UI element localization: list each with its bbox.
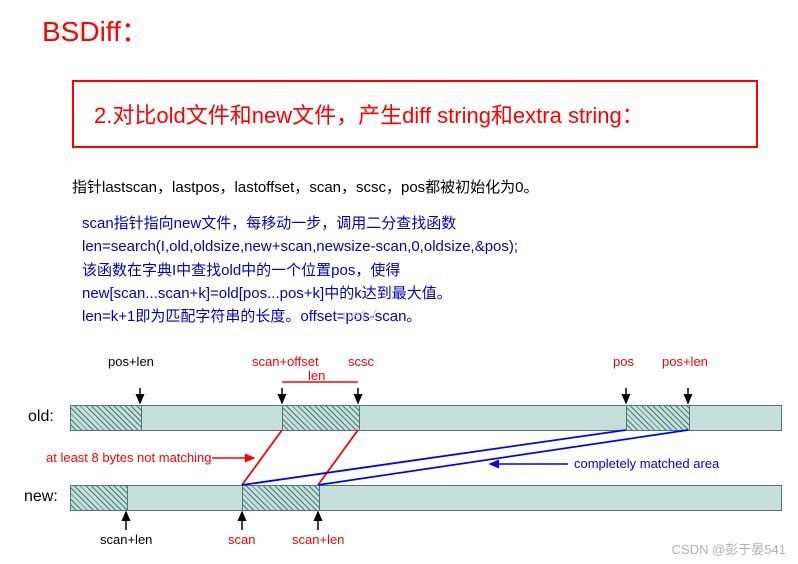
diagram-area: old: new:	[0, 350, 798, 550]
step-heading-box: 2.对比old文件和new文件，产生diff string和extra stri…	[72, 80, 758, 148]
label-scan-offset: scan+offset	[252, 354, 319, 369]
label-scan-len-left: scan+len	[100, 532, 152, 547]
description-block: scan指针指向new文件，每移动一步，调用二分查找函数 len=search(…	[82, 212, 518, 328]
label-pos: pos	[613, 354, 634, 369]
step-heading-text: 2.对比old文件和new文件，产生diff string和extra stri…	[94, 103, 644, 128]
annotation-matched: completely matched area	[574, 456, 719, 471]
init-paragraph: 指针lastscan，lastpos，lastoffset，scan，scsc，…	[72, 176, 539, 197]
annotation-not-matching: at least 8 bytes not matching	[46, 450, 211, 465]
page-title: BSDiff：	[42, 10, 149, 50]
label-pos-len-left: pos+len	[108, 354, 154, 369]
label-pos-len-right: pos+len	[662, 354, 708, 369]
attribution-text: CSDN @彭于晏541	[672, 539, 786, 558]
label-scan: scan	[228, 532, 255, 547]
desc-line-4: new[scan...scan+k]=old[pos...pos+k]中的k达到…	[82, 282, 518, 305]
desc-line-3: 该函数在字典I中查找old中的一个位置pos，使得	[82, 259, 518, 282]
desc-line-5: len=k+1即为匹配字符串的长度。offset=pos-scan。	[82, 305, 518, 328]
label-scsc: scsc	[348, 354, 374, 369]
desc-line-1: scan指针指向new文件，每移动一步，调用二分查找函数	[82, 212, 518, 235]
label-scan-len-right: scan+len	[292, 532, 344, 547]
label-len: len	[308, 368, 325, 383]
desc-line-2: len=search(I,old,oldsize,new+scan,newsiz…	[82, 235, 518, 258]
watermark-text: net/	[342, 308, 378, 325]
